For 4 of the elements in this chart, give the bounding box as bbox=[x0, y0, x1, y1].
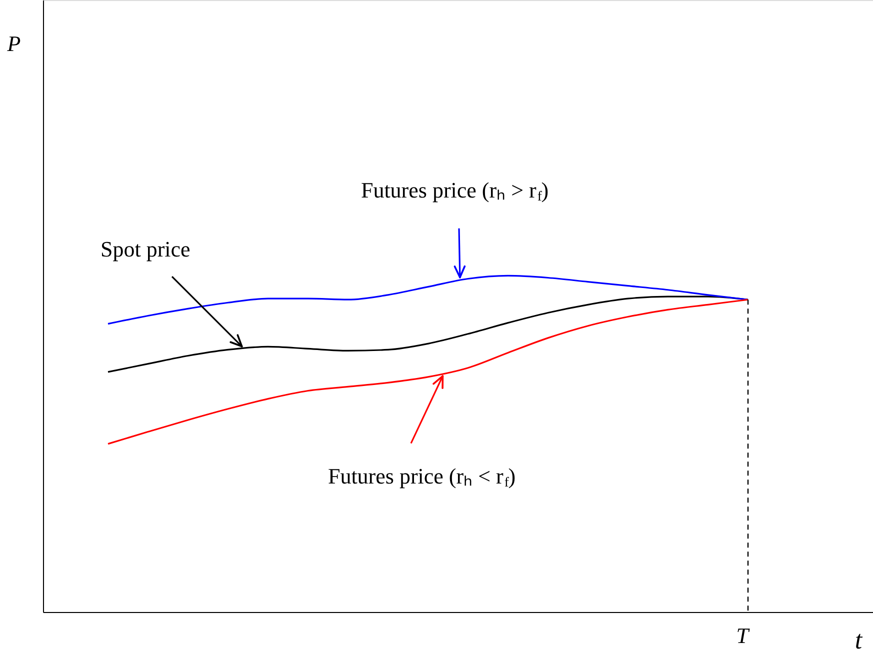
text: Spot price bbox=[100, 236, 190, 262]
text: P bbox=[6, 31, 21, 56]
x-axis-title: t bbox=[854, 626, 863, 654]
text: T bbox=[736, 623, 750, 648]
